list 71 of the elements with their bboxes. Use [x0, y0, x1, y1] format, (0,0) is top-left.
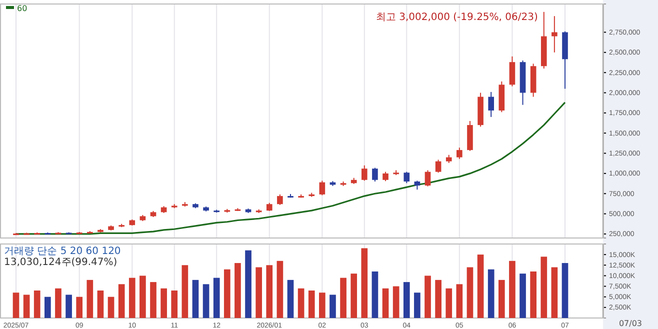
bar — [319, 292, 326, 318]
bar — [182, 265, 188, 318]
bar — [298, 288, 304, 318]
bar — [498, 280, 505, 318]
candlestick — [277, 194, 283, 206]
bar — [97, 290, 104, 318]
bar — [256, 267, 262, 318]
bar — [540, 256, 548, 318]
bar — [108, 296, 114, 318]
candlestick — [424, 170, 431, 187]
bar — [488, 269, 494, 318]
candlestick — [552, 16, 558, 53]
candlestick — [362, 164, 368, 182]
bar — [509, 260, 516, 318]
bar — [224, 269, 230, 318]
bar — [76, 296, 83, 318]
line-series — [15, 102, 566, 235]
bar — [330, 294, 336, 318]
candlestick — [509, 56, 516, 87]
candlestick — [404, 171, 410, 184]
bar — [372, 271, 378, 318]
bar — [477, 254, 484, 318]
bar — [456, 284, 463, 318]
bar — [403, 282, 410, 318]
annotation: 13,030,124주(99.47%) — [4, 257, 118, 268]
bar — [287, 280, 294, 318]
bar — [34, 290, 40, 318]
bar — [55, 288, 62, 318]
bar — [562, 263, 568, 318]
legend-label: 60 — [17, 4, 28, 13]
bar — [12, 292, 20, 318]
bar — [414, 292, 420, 318]
candlestick — [382, 171, 388, 182]
bar — [551, 267, 558, 318]
bar — [171, 290, 178, 318]
bar — [266, 265, 273, 318]
bar — [86, 280, 94, 318]
bar — [435, 280, 442, 318]
bar — [140, 276, 146, 318]
bar — [530, 271, 536, 318]
bar — [466, 267, 474, 318]
bar — [424, 276, 431, 318]
bar — [202, 284, 210, 318]
bar — [128, 278, 136, 318]
bar — [340, 278, 346, 318]
bar — [66, 294, 72, 318]
candlestick — [456, 147, 462, 160]
annotation: 거래량 단순 5 20 60 120 — [4, 246, 121, 257]
bar — [23, 294, 30, 318]
bar — [276, 260, 284, 318]
annotation: 최고 3,002,000 (-19.25%, 06/23) — [376, 12, 538, 23]
bar — [520, 274, 526, 318]
candlestick — [435, 159, 442, 174]
bar — [213, 278, 220, 318]
bar — [382, 288, 389, 318]
bar — [350, 274, 358, 318]
bar — [392, 286, 400, 318]
bar — [118, 284, 125, 318]
bar — [150, 282, 156, 318]
bar — [234, 263, 241, 318]
bar — [245, 250, 252, 318]
candlestick — [319, 180, 326, 196]
bar — [44, 296, 51, 318]
bar — [361, 248, 368, 318]
text: 07/03 — [618, 319, 642, 328]
candlestick — [488, 91, 494, 118]
bar — [446, 288, 452, 318]
bar — [192, 280, 199, 318]
candlestick — [372, 167, 378, 182]
bar — [160, 288, 167, 318]
bar — [308, 290, 315, 318]
